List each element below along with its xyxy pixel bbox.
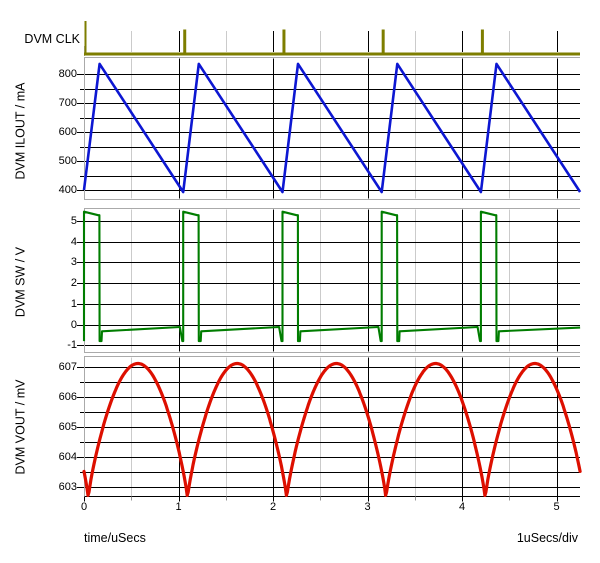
vout-y-tick-label: 605 <box>58 421 77 433</box>
ilout-y-tick-label: 500 <box>58 155 77 167</box>
x-tick-label: 3 <box>364 501 371 513</box>
x-scale-per-div-label: 1uSecs/div <box>516 531 578 545</box>
vout-y-tick-label: 604 <box>58 451 77 463</box>
ilout-y-tick-label: 700 <box>58 97 77 109</box>
ilout-y-tick-label: 800 <box>58 68 77 80</box>
sw-y-tick-label: -1 <box>67 339 77 351</box>
sw-y-tick-label: 2 <box>70 277 77 289</box>
sw-y-tick-label: 0 <box>70 319 77 331</box>
vout-trace <box>82 361 582 497</box>
ilout-y-tick-label: 600 <box>58 126 77 138</box>
sw-y-tick-label: 5 <box>70 215 77 227</box>
vout-y-tick-label: 606 <box>58 391 77 403</box>
sw-trace <box>82 210 581 343</box>
vout-y-tick-label: 603 <box>58 481 77 493</box>
ilout-trace <box>82 62 582 194</box>
ilout-y-tick-label: 400 <box>58 184 77 196</box>
x-tick-label: 4 <box>458 501 466 513</box>
x-tick-label: 5 <box>553 501 560 513</box>
ilout-axis-title: DVM ILOUT / mA <box>13 82 28 180</box>
clk-trace-label: DVM CLK <box>24 32 80 46</box>
vout-y-tick-label: 607 <box>58 361 77 373</box>
vout-axis-title: DVM VOUT / mV <box>13 379 28 475</box>
x-tick-label: 1 <box>175 501 182 513</box>
sw-axis-title: DVM SW / V <box>13 246 28 318</box>
sw-y-tick-label: 3 <box>70 256 77 268</box>
sw-y-tick-label: 1 <box>70 298 77 310</box>
x-tick-label: 2 <box>269 501 277 513</box>
x-tick-label: 0 <box>80 501 88 513</box>
x-axis-title: time/uSecs <box>84 531 146 545</box>
sw-y-tick-label: 4 <box>70 236 77 248</box>
